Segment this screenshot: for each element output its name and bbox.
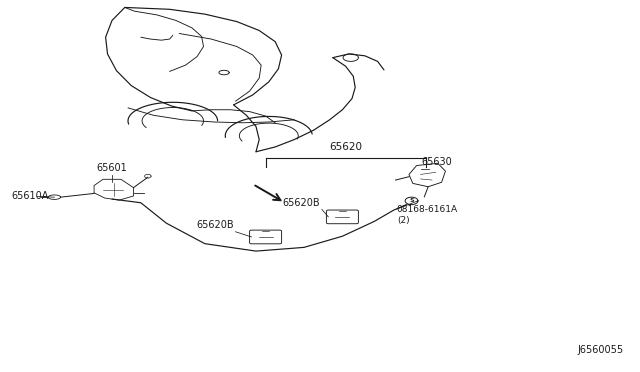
Text: 65601: 65601 [97,163,127,173]
Text: 65630: 65630 [421,157,452,167]
Text: 08168-6161A
(2): 08168-6161A (2) [397,205,458,225]
Text: 65610A: 65610A [12,192,49,201]
Polygon shape [409,163,445,187]
FancyBboxPatch shape [326,210,358,224]
Polygon shape [94,179,134,200]
Text: S: S [409,198,414,203]
Text: 65620B: 65620B [196,220,234,230]
FancyBboxPatch shape [250,230,282,244]
Text: 65620B: 65620B [282,198,320,208]
Text: J6560055: J6560055 [578,345,624,355]
Text: 65620: 65620 [329,142,362,152]
